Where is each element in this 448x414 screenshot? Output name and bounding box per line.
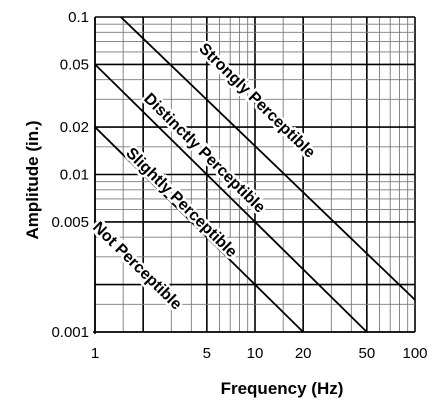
- y-tick-label: 0.02: [60, 119, 89, 136]
- region-label: Distinctly Perceptible: [140, 90, 268, 216]
- region-label: Strongly Perceptible: [195, 40, 318, 161]
- region-label: Not Perceptible: [89, 219, 185, 314]
- boundary-lines: [94, 16, 416, 333]
- x-tick-labels: 1 5 10 20 50 100: [91, 345, 428, 362]
- x-axis-label: Frequency (Hz): [221, 379, 344, 398]
- y-axis-label: Amplitude (in.): [23, 121, 42, 240]
- boundary-line-1: [94, 126, 304, 333]
- grid-lines: [93, 16, 416, 334]
- y-tick-label: 0.005: [51, 214, 89, 231]
- x-tick-label: 50: [358, 345, 375, 362]
- x-tick-label: 10: [247, 345, 264, 362]
- y-tick-label: 0.001: [51, 324, 89, 341]
- x-tick-label: 20: [295, 345, 312, 362]
- boundary-line-3: [120, 16, 416, 301]
- x-tick-label: 5: [203, 345, 211, 362]
- boundary-line-2: [94, 63, 368, 333]
- y-tick-label: 0.01: [60, 167, 89, 184]
- y-tick-label: 0.1: [68, 9, 89, 26]
- x-tick-label: 1: [91, 345, 99, 362]
- x-tick-label: 100: [402, 345, 427, 362]
- y-tick-label: 0.05: [60, 56, 89, 73]
- y-tick-labels: 0.1 0.05 0.02 0.01 0.005 0.001: [51, 9, 89, 341]
